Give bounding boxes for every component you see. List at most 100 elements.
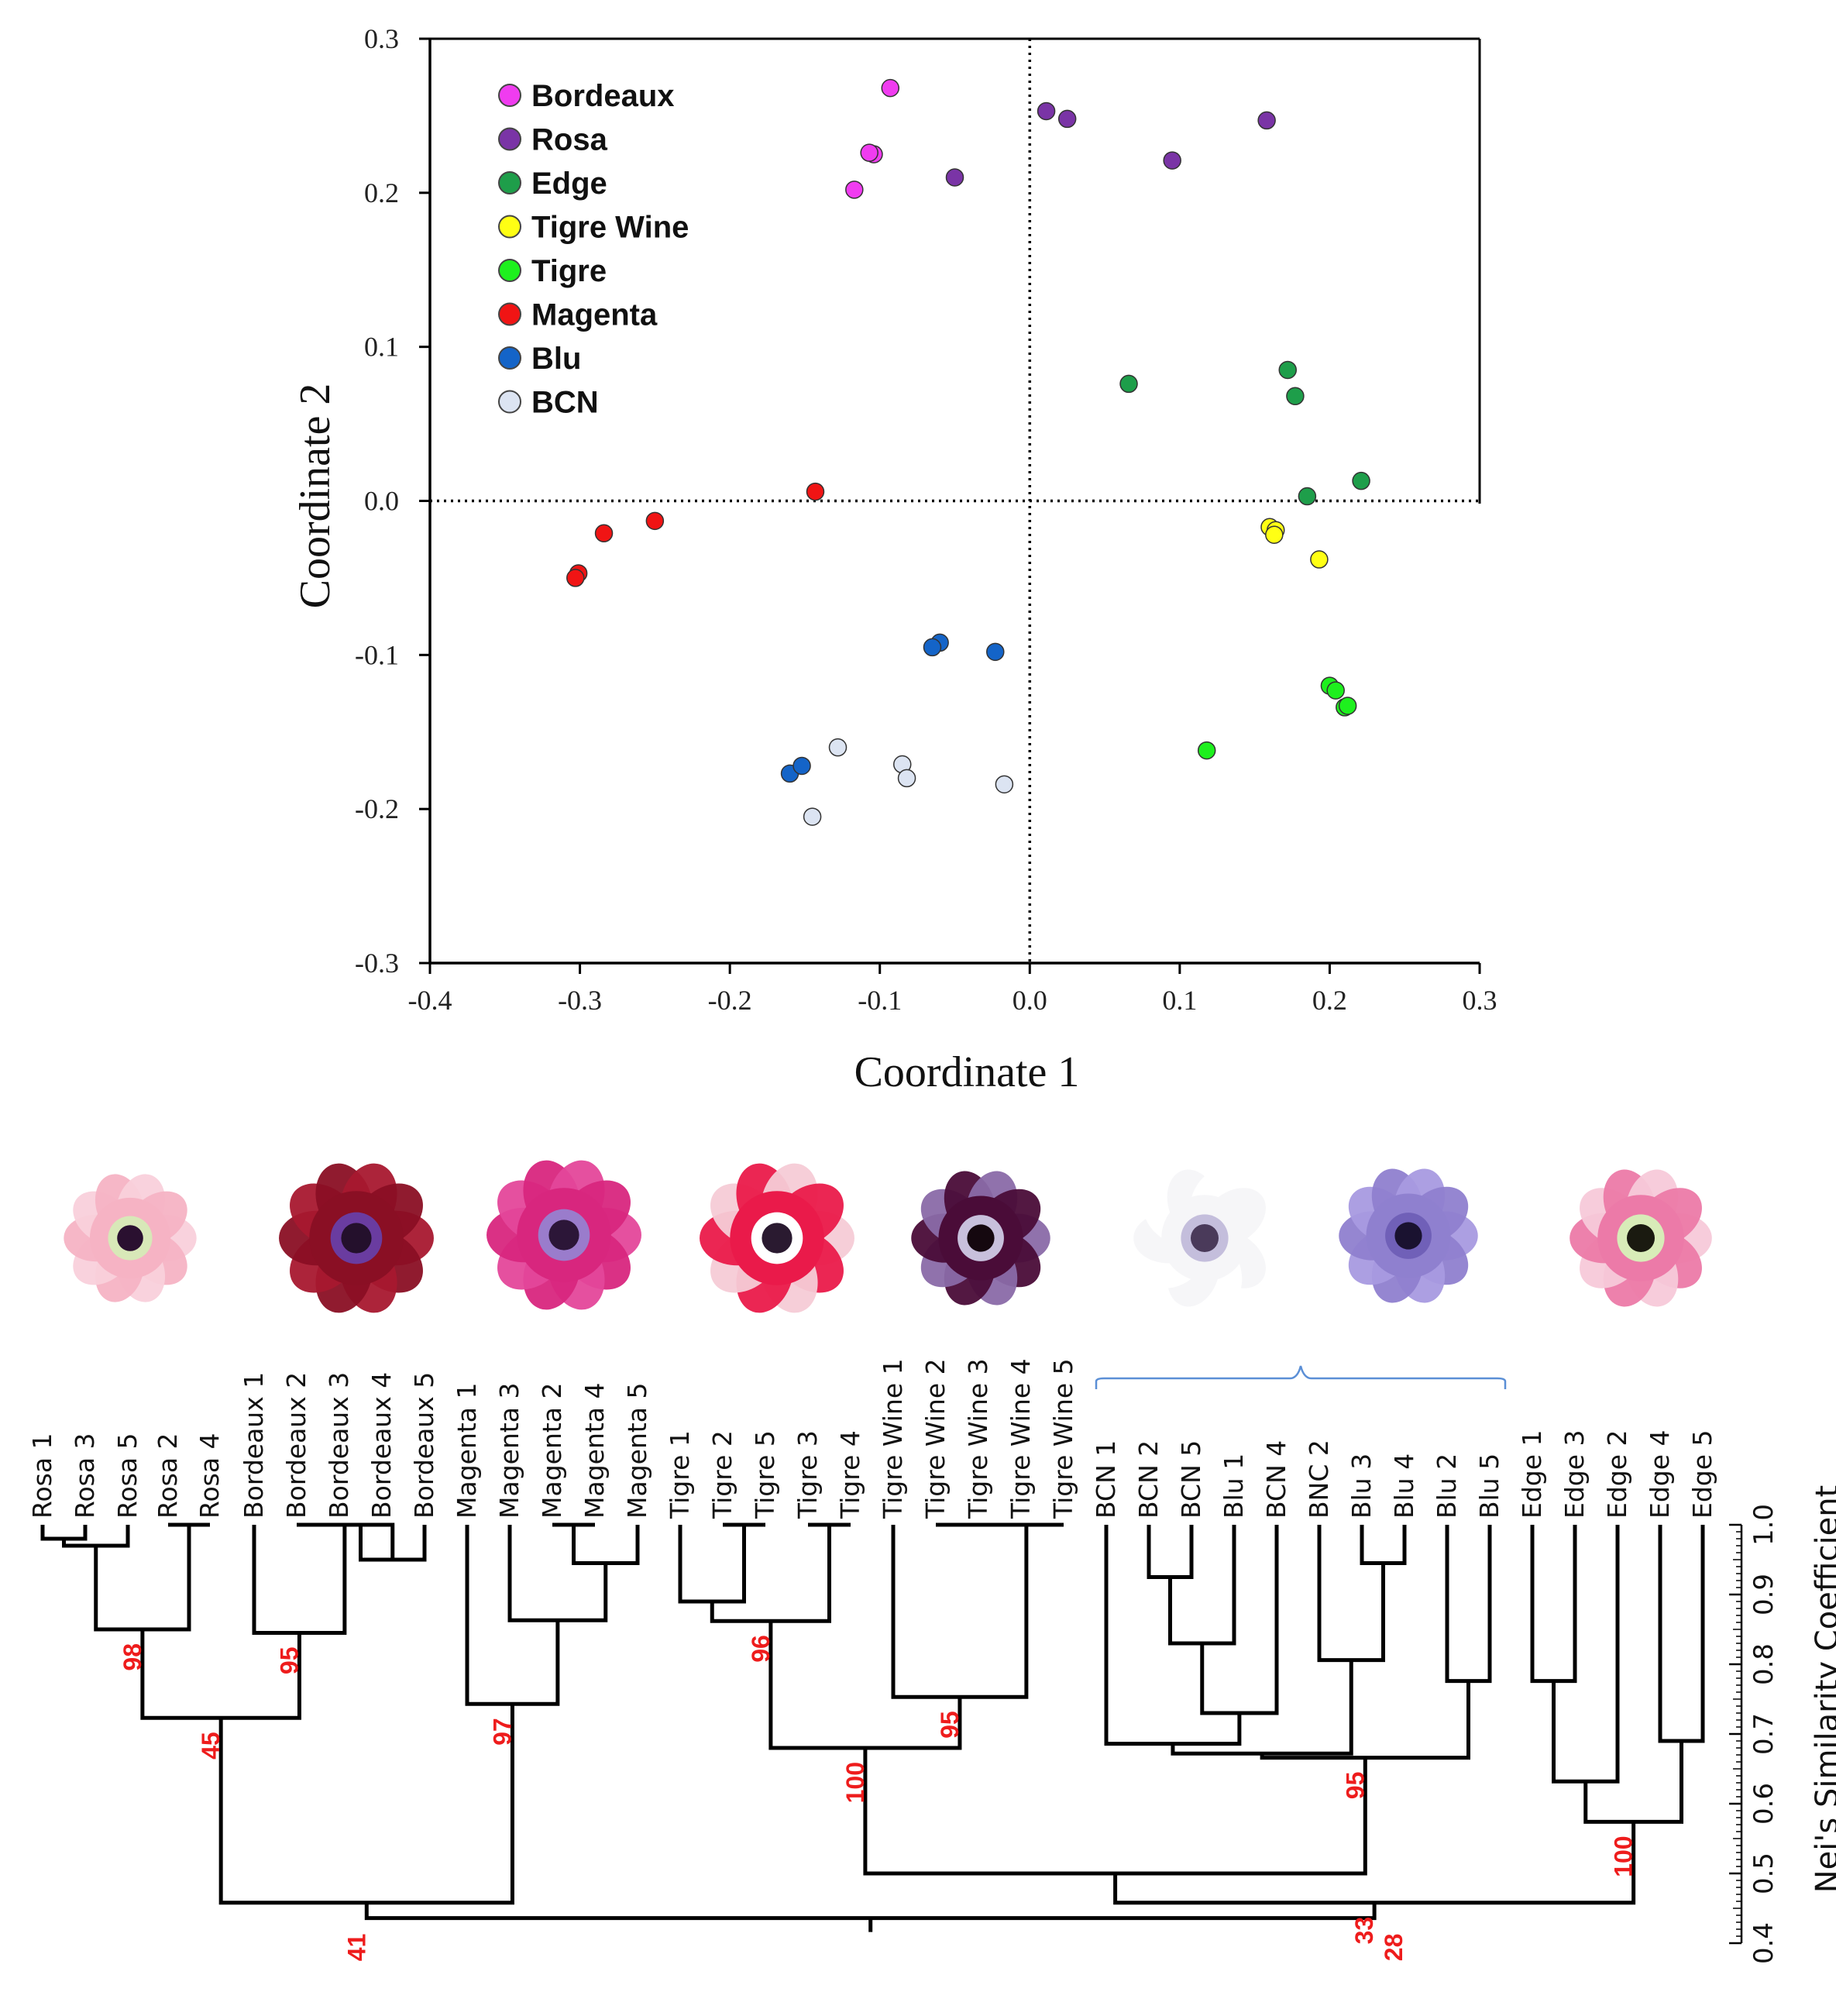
legend: Bordeaux Rosa Edge Tigre Wine Tigre Magenta Bl… [498, 79, 689, 420]
legend-label: Tigre Wine [531, 211, 689, 245]
legend-marker-blu [498, 346, 521, 370]
bootstrap-ttw: 100 [841, 1762, 869, 1803]
pcoa-points [566, 78, 1370, 826]
scale-tick-label: 0.4 [1748, 1922, 1779, 1964]
flower-bcn [1133, 1169, 1276, 1307]
scale-tick-label: 0.5 [1748, 1853, 1779, 1894]
branch-mag [465, 1525, 560, 1706]
leaf-label: Blu 3 [1346, 1454, 1377, 1519]
pcoa-ticks: -0.4 -0.3 -0.2 -0.1 0.0 0.1 0.2 0.3 0.3 0.2 0.1 0.0… [355, 23, 1497, 1016]
legend-marker-rosa [498, 127, 521, 151]
y-tick-label: -0.3 [355, 948, 399, 979]
leaf-label: Rosa 2 [153, 1433, 183, 1519]
branch-e1 [1530, 1525, 1577, 1684]
branch-t2 [678, 1525, 746, 1604]
leaf-label: Edge 5 [1687, 1429, 1717, 1519]
legend-marker-edge [498, 171, 521, 194]
leaf-label: Blu 4 [1389, 1454, 1419, 1519]
leaf-label: Tigre 1 [665, 1430, 695, 1519]
group-bracket [1095, 1365, 1507, 1389]
branch-e2 [1552, 1525, 1620, 1784]
leaf-label: Tigre 5 [750, 1430, 780, 1519]
y-axis-title: Coordinate 2 [291, 384, 339, 609]
point-bordeaux [860, 143, 878, 162]
branch-u2 [1317, 1525, 1385, 1663]
dendrogram-branches [40, 1522, 1705, 1932]
leaf-label: Edge 3 [1559, 1429, 1590, 1519]
point-edge [1278, 360, 1297, 380]
branch-ttw [768, 1621, 962, 1750]
leaf-label: BNC 2 [1304, 1440, 1334, 1519]
legend-marker-tigre-wine [498, 215, 521, 239]
leaf-label: Magenta 2 [537, 1382, 567, 1519]
leaf-label: Tigre 2 [707, 1430, 737, 1519]
point-magenta [594, 524, 614, 543]
branch-c3 [1200, 1525, 1279, 1715]
legend-label: Tigre [531, 254, 607, 288]
point-edge [1352, 471, 1370, 490]
point-magenta [806, 482, 825, 501]
point-tigre-wine [1265, 525, 1284, 544]
flower-bordeaux [279, 1163, 434, 1313]
y-tick-label: 0.2 [364, 177, 399, 208]
branch-e3 [1658, 1525, 1705, 1743]
leaf-label: Blu 5 [1474, 1454, 1504, 1519]
legend-marker-tigre [498, 259, 521, 282]
leaf-label: Bordeaux 5 [409, 1372, 439, 1519]
branch-right [1113, 1822, 1636, 1905]
branch-bb [1260, 1681, 1470, 1760]
leaf-label: Edge 2 [1602, 1429, 1632, 1519]
point-rosa [1257, 111, 1276, 130]
point-rosa [1057, 109, 1077, 129]
leaf-label: BCN 1 [1091, 1440, 1121, 1519]
scale-tick-label: 1.0 [1748, 1504, 1779, 1546]
bootstrap-bb: 95 [1341, 1772, 1369, 1800]
scale-tick-label: 0.9 [1748, 1574, 1779, 1615]
y-tick-label: -0.1 [355, 639, 399, 670]
x-tick-label: 0.2 [1312, 985, 1347, 1016]
bootstrap-rosa: 98 [119, 1643, 146, 1671]
leaf-label: Tigre Wine 2 [920, 1358, 951, 1519]
point-tigre [1338, 697, 1357, 715]
leaf-label: Tigre Wine 4 [1006, 1358, 1036, 1519]
branch-rbm [218, 1704, 514, 1905]
branch-c2 [1168, 1525, 1236, 1646]
point-bcn [897, 769, 916, 788]
point-edge [1298, 487, 1317, 506]
bootstrap-rb: 45 [197, 1732, 225, 1760]
x-tick-label: -0.3 [558, 985, 602, 1016]
bootstrap-bord: 95 [275, 1647, 303, 1675]
bootstrap-right: 33 [1350, 1917, 1378, 1945]
point-blu [793, 756, 811, 776]
branch-r2 [62, 1525, 130, 1548]
point-tigre [1197, 741, 1216, 760]
bootstrap-root-left: 41 [342, 1934, 370, 1962]
scale-tick-label: 0.8 [1748, 1643, 1779, 1685]
branch-u3 [1445, 1525, 1492, 1684]
legend-label: BCN [531, 386, 599, 420]
leaf-label: Bordeaux 4 [366, 1372, 397, 1519]
leaf-label: Tigre Wine 5 [1048, 1358, 1078, 1519]
leaf-label: Magenta 3 [494, 1382, 524, 1519]
leaf-label: Rosa 5 [112, 1433, 143, 1519]
leaf-label: Bordeaux 3 [324, 1372, 354, 1519]
legend-marker-bcn [498, 390, 521, 414]
branch-mid [863, 1748, 1367, 1876]
y-tick-label: 0.0 [364, 486, 399, 517]
x-tick-label: 0.3 [1463, 985, 1497, 1016]
branch-tw [891, 1525, 1029, 1699]
scale-tick-label: 0.6 [1748, 1783, 1779, 1825]
x-axis-title: Coordinate 1 [854, 1048, 1080, 1096]
leaf-label: Blu 2 [1432, 1454, 1462, 1519]
leaf-label: Bordeaux 1 [239, 1372, 269, 1519]
branch-c1 [1147, 1525, 1194, 1579]
bootstrap-tig: 96 [747, 1635, 775, 1663]
pcoa-plot: -0.4 -0.3 -0.2 -0.1 0.0 0.1 0.2 0.3 0.3 0.2 0.1 0.0… [291, 23, 1497, 1096]
bootstrap-values: 98 95 45 97 96 95 100 95 100 33 41 28 [119, 1635, 1638, 1961]
legend-label: Bordeaux [531, 79, 675, 113]
point-rosa [1037, 101, 1056, 121]
leaf-label: Magenta 1 [452, 1382, 482, 1519]
leaf-label: BCN 2 [1133, 1440, 1164, 1519]
point-tigre-wine [1310, 550, 1329, 569]
bootstrap-edge: 100 [1610, 1835, 1638, 1877]
